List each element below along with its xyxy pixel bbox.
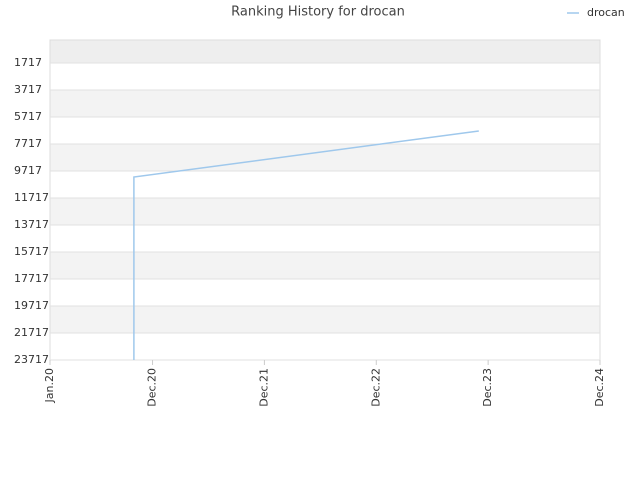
x-tick-label: Dec.23	[481, 368, 494, 407]
y-tick-label: 21717	[14, 326, 49, 339]
band	[50, 252, 600, 280]
band	[50, 90, 600, 118]
y-tick-label: 23717	[14, 353, 49, 366]
y-tick-label: 3717	[14, 83, 42, 96]
band	[50, 306, 600, 334]
legend-label: drocan	[587, 6, 625, 19]
y-tick-label: 19717	[14, 299, 49, 312]
y-tick-label: 15717	[14, 245, 49, 258]
x-tick-label: Dec.24	[593, 368, 606, 407]
y-tick-label: 13717	[14, 218, 49, 231]
band	[50, 144, 600, 172]
y-tick-label: 5717	[14, 110, 42, 123]
band	[50, 40, 600, 64]
chart-title: Ranking History for drocan	[231, 5, 405, 20]
series-line	[133, 130, 479, 360]
band	[50, 198, 600, 226]
x-tick-label: Dec.20	[146, 368, 159, 407]
y-tick-label: 1717	[14, 56, 42, 69]
y-tick-label: 17717	[14, 272, 49, 285]
y-tick-label: 11717	[14, 191, 49, 204]
y-tick-label: 9717	[14, 164, 42, 177]
x-tick-label: Jan.20	[43, 368, 56, 403]
x-tick-label: Dec.22	[369, 368, 382, 407]
x-tick-label: Dec.21	[257, 368, 270, 407]
y-tick-label: 7717	[14, 137, 42, 150]
